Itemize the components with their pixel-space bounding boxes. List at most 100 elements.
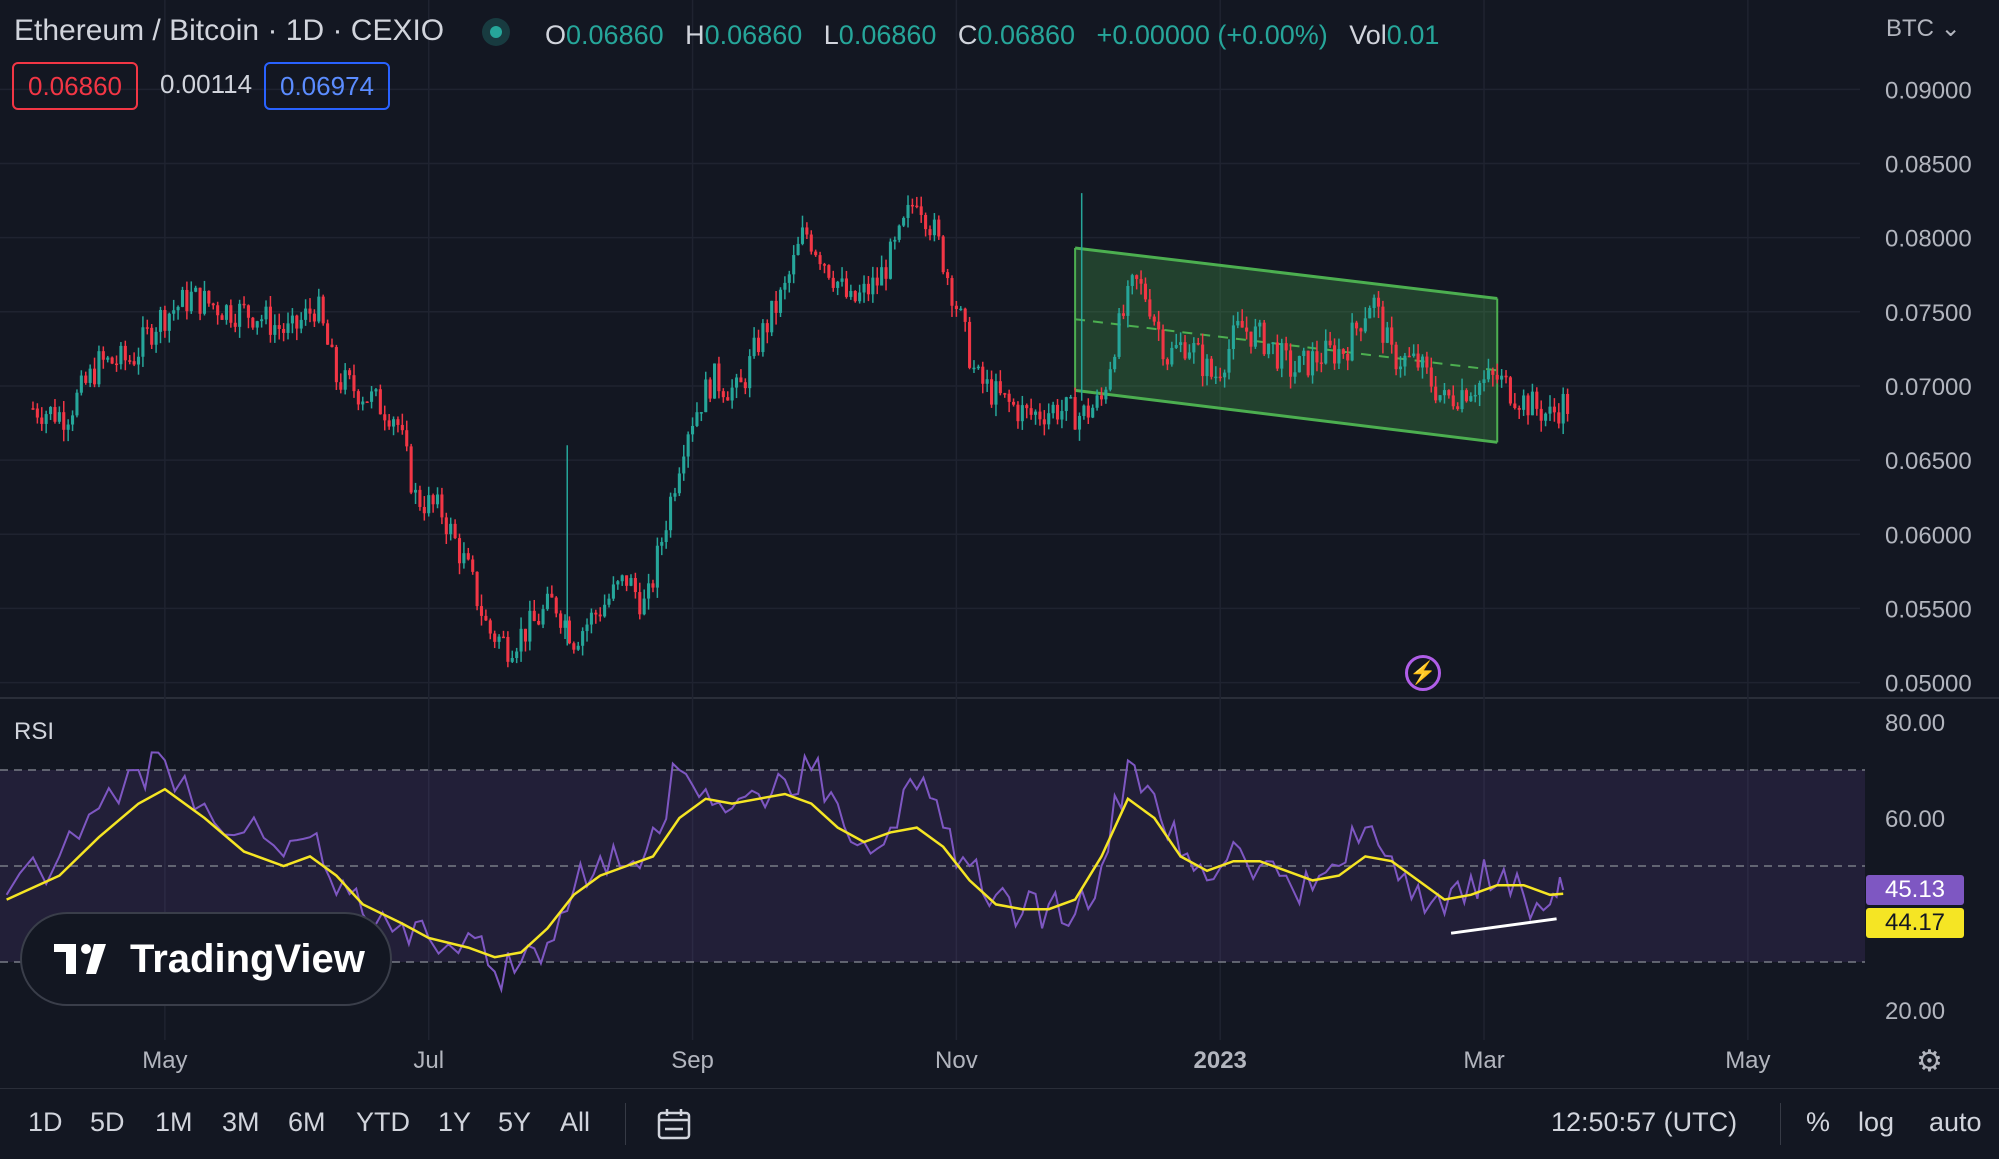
candle-body: [778, 289, 783, 313]
candle-body: [946, 272, 950, 279]
candle-body: [1047, 413, 1051, 425]
candle-body: [453, 523, 457, 539]
low-value: 0.06860: [838, 20, 937, 50]
candle-body: [563, 620, 567, 628]
utc-clock[interactable]: 12:50:57 (UTC): [1551, 1107, 1738, 1137]
candle-body: [976, 366, 980, 369]
candle-body: [664, 530, 668, 543]
candle-body: [1341, 349, 1345, 354]
calendar-range-icon[interactable]: [656, 1107, 692, 1141]
percent-scale-toggle[interactable]: %: [1806, 1107, 1831, 1137]
symbol-title[interactable]: Ethereum / Bitcoin · 1D · CEXIO: [14, 14, 445, 47]
candle-body: [501, 636, 506, 639]
lightning-icon[interactable]: ⚡: [1405, 655, 1441, 691]
rsi-ma-line: [6, 787, 1564, 959]
candle-body: [321, 296, 325, 324]
candle-body: [57, 412, 61, 422]
candle-body: [1205, 358, 1209, 377]
candle-body: [1412, 353, 1416, 356]
close-value: 0.06860: [977, 20, 1076, 50]
candle-body: [1346, 353, 1350, 361]
candle-body: [308, 308, 312, 314]
candle-body: [941, 236, 945, 273]
candle-body: [831, 277, 835, 288]
currency-selector[interactable]: BTC ⌄: [1886, 14, 1961, 43]
range-3m-button[interactable]: 3M: [222, 1107, 260, 1137]
range-all-button[interactable]: All: [560, 1107, 591, 1137]
candle-body: [515, 651, 519, 658]
channel-upper-line: [1074, 246, 1498, 300]
candle-body: [471, 559, 475, 572]
candle-body: [880, 267, 884, 286]
low-key: L: [823, 20, 839, 50]
range-5y-button[interactable]: 5Y: [498, 1107, 532, 1137]
candle-body: [1042, 419, 1046, 425]
candle-body: [35, 408, 39, 418]
candle-body: [651, 583, 655, 588]
candle-body: [906, 204, 910, 218]
auto-scale-toggle[interactable]: auto: [1929, 1107, 1982, 1137]
open-key: O: [545, 20, 567, 50]
candle-body: [66, 424, 70, 430]
candle-body: [1187, 352, 1191, 359]
y-tick-label: 0.08000: [1885, 226, 1972, 253]
candle-body: [1333, 345, 1337, 364]
candle-body: [119, 345, 123, 365]
candle-body: [567, 620, 571, 644]
candle-body: [1157, 321, 1161, 330]
candle-body: [427, 495, 431, 514]
candle-body: [449, 523, 453, 535]
range-1d-button[interactable]: 1D: [28, 1107, 63, 1137]
candle-body: [1227, 348, 1231, 373]
candle-body: [457, 538, 462, 564]
candle-body: [198, 287, 202, 314]
spread-value: 0.00114: [160, 69, 253, 99]
candle-body: [189, 291, 193, 312]
candle-body: [150, 327, 154, 345]
candle-body: [1082, 405, 1086, 416]
buy-price-button[interactable]: 0.06974: [264, 62, 390, 110]
candle-body: [1165, 359, 1169, 365]
candle-body: [1170, 347, 1174, 365]
candle-body: [286, 323, 290, 333]
tradingview-logo[interactable]: TradingView: [20, 912, 392, 1006]
candle-body: [1451, 395, 1455, 407]
change-value: +0.00000 (+0.00%): [1096, 20, 1328, 50]
range-5d-button[interactable]: 5D: [90, 1107, 125, 1137]
range-1y-button[interactable]: 1Y: [438, 1107, 472, 1137]
candle-body: [554, 597, 558, 614]
candle-body: [1099, 395, 1104, 400]
candle-body: [858, 292, 862, 302]
y-tick-label: 0.06500: [1885, 448, 1972, 475]
candle-body: [242, 303, 246, 306]
candle-body: [75, 392, 79, 416]
range-ytd-button[interactable]: YTD: [356, 1107, 410, 1137]
candle-body: [532, 610, 536, 621]
sell-price-button[interactable]: 0.06860: [12, 62, 138, 110]
candle-body: [523, 628, 527, 642]
rsi-pane-label[interactable]: RSI: [14, 718, 55, 745]
candle-body: [1486, 370, 1490, 380]
settings-gear-icon[interactable]: ⚙: [1916, 1045, 1943, 1078]
candle-body: [154, 331, 158, 345]
range-1m-button[interactable]: 1M: [155, 1107, 193, 1137]
candle-body: [326, 323, 330, 345]
log-scale-toggle[interactable]: log: [1858, 1107, 1895, 1137]
candle-body: [1491, 370, 1495, 375]
candle-body: [356, 391, 360, 405]
range-6m-button[interactable]: 6M: [288, 1107, 326, 1137]
candle-body: [576, 645, 580, 650]
candle-body: [1403, 355, 1407, 367]
candle-body: [1460, 390, 1464, 410]
candle-body: [251, 317, 255, 328]
candle-body: [1311, 351, 1315, 376]
candle-body: [726, 397, 730, 401]
high-value: 0.06860: [704, 20, 803, 50]
toolbar-divider: [625, 1103, 626, 1145]
x-tick-label: Sep: [671, 1047, 714, 1074]
candle-body: [422, 506, 426, 514]
candle-body: [629, 578, 633, 586]
candle-body: [180, 289, 185, 307]
candle-body: [1231, 325, 1235, 349]
y-tick-label: 0.09000: [1885, 77, 1972, 104]
